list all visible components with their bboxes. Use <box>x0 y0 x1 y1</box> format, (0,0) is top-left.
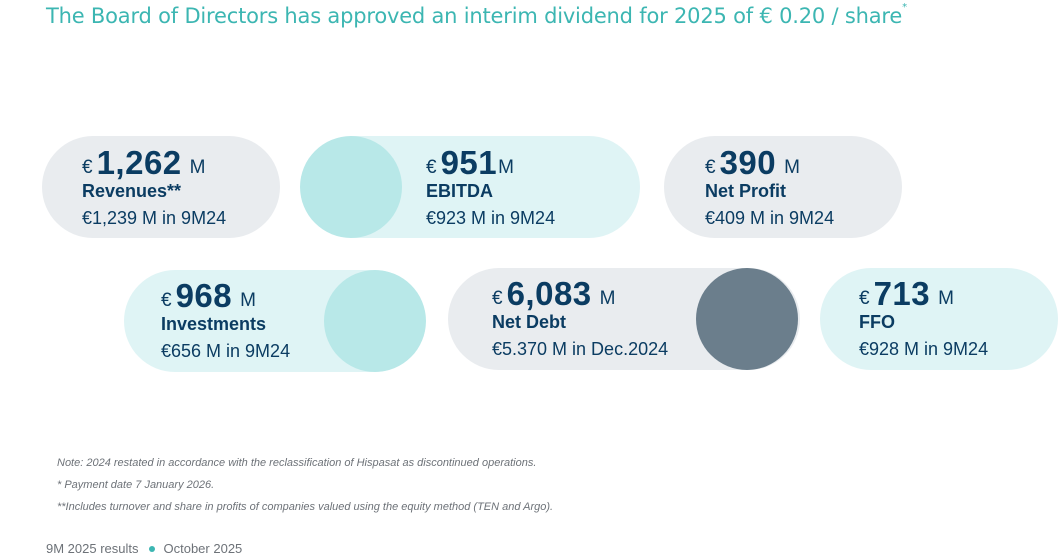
ffo-kpi: € 713 M FFO €928 M in 9M24 <box>859 276 988 359</box>
footer: 9M 2025 results October 2025 <box>46 541 242 556</box>
net-debt-unit: M <box>599 288 616 309</box>
note-turnover: **Includes turnover and share in profits… <box>57 501 554 513</box>
net-profit-currency: € <box>705 157 716 178</box>
investments-currency: € <box>161 290 172 311</box>
investments-pill <box>124 270 426 372</box>
ffo-label: FFO <box>859 312 895 332</box>
investments-comparison: €656 M in 9M24 <box>161 341 291 361</box>
investments-label: Investments <box>161 314 267 334</box>
ffo-unit: M <box>938 288 954 309</box>
revenues-unit: M <box>189 157 206 178</box>
net-profit-kpi: € 390 M Net Profit €409 M in 9M24 <box>705 145 834 228</box>
net-profit-unit: M <box>784 157 800 178</box>
net-debt-currency: € <box>492 288 503 309</box>
net-profit-pill <box>664 136 902 238</box>
revenues-pill <box>42 136 280 238</box>
investments-kpi: € 968 M Investments €656 M in 9M24 <box>161 278 290 361</box>
ebitda-circle-decoration <box>300 136 402 238</box>
net-debt-label: Net Debt <box>492 312 567 332</box>
ebitda-comparison: €923 M in 9M24 <box>426 208 556 228</box>
ebitda-pill <box>300 136 640 238</box>
note-payment-date: * Payment date 7 January 2026. <box>57 479 215 491</box>
investments-unit: M <box>240 290 256 311</box>
net-profit-comparison: €409 M in 9M24 <box>705 208 835 228</box>
net-debt-kpi: € 6,083 M Net Debt €5.370 M in Dec.2024 <box>492 276 668 359</box>
ebitda-kpi: € 951 M EBITDA €923 M in 9M24 <box>426 145 555 228</box>
ffo-comparison: €928 M in 9M24 <box>859 339 989 359</box>
headline: The Board of Directors has approved an i… <box>46 2 907 28</box>
ffo-value: 713 <box>873 275 931 312</box>
revenues-label: Revenues** <box>82 181 182 201</box>
ebitda-label: EBITDA <box>426 181 493 201</box>
net-profit-value: 390 <box>719 144 777 181</box>
investments-circle-decoration <box>324 270 426 372</box>
revenues-kpi: € 1,262 M Revenues** €1,239 M in 9M24 <box>82 145 226 228</box>
investments-value: 968 <box>175 277 233 314</box>
footer-separator-dot <box>148 545 155 552</box>
ffo-pill <box>820 268 1058 370</box>
ebitda-currency: € <box>426 157 437 178</box>
net-debt-comparison: €5.370 M in Dec.2024 <box>492 339 669 359</box>
revenues-value: 1,262 <box>96 144 182 181</box>
net-debt-circle-decoration <box>696 268 798 370</box>
revenues-currency: € <box>82 157 93 178</box>
footer-period: 9M 2025 results <box>46 541 139 556</box>
footer-date: October 2025 <box>163 541 243 556</box>
net-profit-label: Net Profit <box>705 181 786 201</box>
revenues-comparison: €1,239 M in 9M24 <box>82 208 227 228</box>
headline-footnote-marker: * <box>902 2 907 13</box>
ebitda-value: 951 <box>440 144 498 181</box>
note-restated: Note: 2024 restated in accordance with t… <box>57 457 537 469</box>
ebitda-unit: M <box>498 157 514 178</box>
ffo-currency: € <box>859 288 870 309</box>
footnotes: Note: 2024 restated in accordance with t… <box>57 456 553 522</box>
net-debt-value: 6,083 <box>506 275 592 312</box>
net-debt-pill <box>448 268 800 370</box>
headline-text: The Board of Directors has approved an i… <box>46 4 903 28</box>
